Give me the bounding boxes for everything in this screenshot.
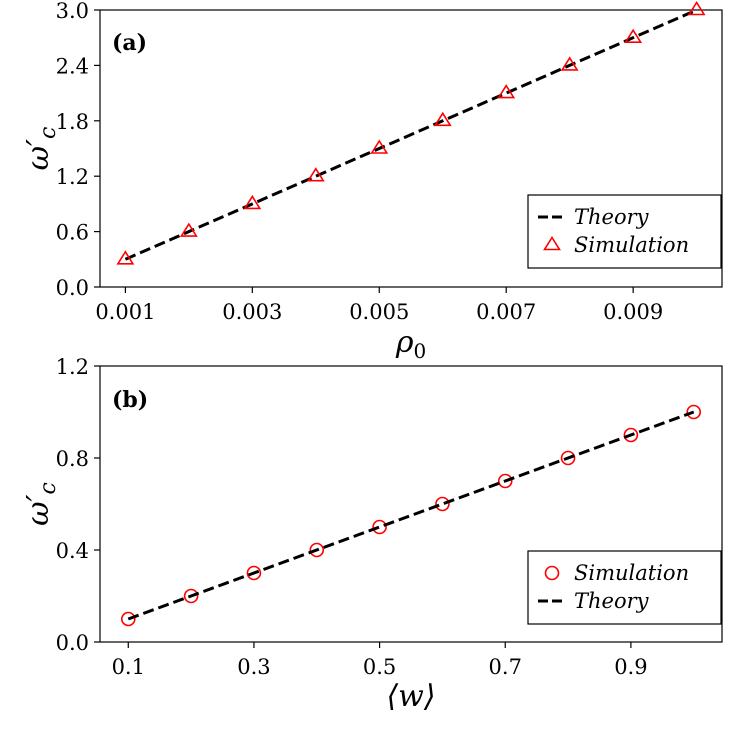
simulation-point <box>435 496 450 512</box>
simulation-point <box>623 427 639 443</box>
x-tick-label: 0.1 <box>112 655 145 679</box>
legend-entry-theory: Theory <box>574 589 650 613</box>
simulation-point <box>560 56 579 71</box>
y-tick-label: 1.2 <box>56 165 89 189</box>
legend: Theory Simulation <box>527 194 722 269</box>
simulation-point <box>309 542 325 558</box>
simulation-point <box>120 611 136 627</box>
simulation-point <box>497 473 513 489</box>
x-tick-label: 0.9 <box>614 655 647 679</box>
simulation-point <box>686 404 702 420</box>
theory-line <box>124 8 698 261</box>
x-tick-label: 0.007 <box>476 300 536 324</box>
plot-frame <box>99 365 723 643</box>
x-tick-label: 0.009 <box>603 300 663 324</box>
y-tick-label: 1.8 <box>56 110 89 134</box>
y-tick-label: 0.4 <box>56 539 89 563</box>
x-tick-label: 0.7 <box>489 655 522 679</box>
simulation-point <box>246 565 262 581</box>
x-tick-label: 0.3 <box>237 655 270 679</box>
x-tick-label: 0.5 <box>363 655 396 679</box>
panel-label: (b) <box>112 387 148 413</box>
x-tick-label: 0.005 <box>349 300 409 324</box>
y-tick-label: 0.0 <box>56 276 89 300</box>
legend-entry-theory: Theory <box>574 205 650 229</box>
chart-panel-a: 0.001 0.003 0.005 0.007 0.009 0.0 0.6 1.2 1.8 2.4… <box>21 0 723 363</box>
y-tick-label: 2.4 <box>56 54 89 78</box>
chart-panel-b: 0.1 0.3 0.5 0.7 0.9 0.0 0.4 0.8 1.2 ⟨w⟩ ω′c (b) Simu… <box>21 355 723 714</box>
legend-simulation-swatch <box>544 565 560 581</box>
plot-frame <box>99 9 723 288</box>
x-tick-label: 0.001 <box>95 300 155 324</box>
simulation-point <box>687 0 706 16</box>
legend-entry-simulation: Simulation <box>574 561 689 585</box>
y-tick-label: 1.2 <box>56 355 89 379</box>
simulation-point <box>433 111 452 127</box>
legend-entry-simulation: Simulation <box>574 233 689 257</box>
simulation-point <box>243 194 262 210</box>
legend-box <box>527 550 722 625</box>
simulation-point <box>306 167 325 182</box>
simulation-point <box>624 28 643 44</box>
y-axis-label: ω′c <box>21 127 61 171</box>
x-axis-label: ρ0 <box>395 325 426 363</box>
simulation-point <box>372 519 387 535</box>
x-tick-label: 0.003 <box>222 300 282 324</box>
x-axis-label: ⟨w⟩ <box>386 679 435 714</box>
simulation-point <box>497 84 516 99</box>
legend-simulation-swatch <box>543 235 561 251</box>
legend-box <box>527 194 722 269</box>
simulation-point <box>560 450 576 466</box>
simulation-point <box>183 588 199 604</box>
y-tick-label: 0.6 <box>56 221 89 245</box>
panel-label: (a) <box>112 30 147 56</box>
y-axis-label: ω′c <box>21 482 61 526</box>
y-tick-label: 3.0 <box>56 0 89 23</box>
simulation-point <box>370 139 389 154</box>
y-tick-label: 0.0 <box>56 631 89 655</box>
simulation-point <box>179 222 198 237</box>
legend: Simulation Theory <box>527 550 722 625</box>
theory-line <box>127 410 695 621</box>
simulation-point <box>116 250 135 265</box>
y-tick-label: 0.8 <box>56 447 89 471</box>
